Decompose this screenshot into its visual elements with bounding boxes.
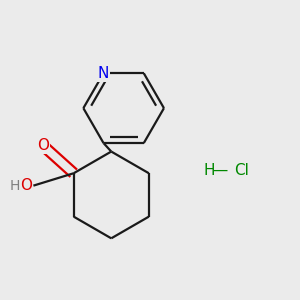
Text: H: H [203, 163, 214, 178]
Text: H: H [10, 178, 20, 193]
Text: —: — [212, 163, 227, 178]
Text: Cl: Cl [234, 163, 249, 178]
Text: O: O [20, 178, 32, 193]
Text: N: N [98, 66, 109, 81]
Text: O: O [37, 138, 49, 153]
